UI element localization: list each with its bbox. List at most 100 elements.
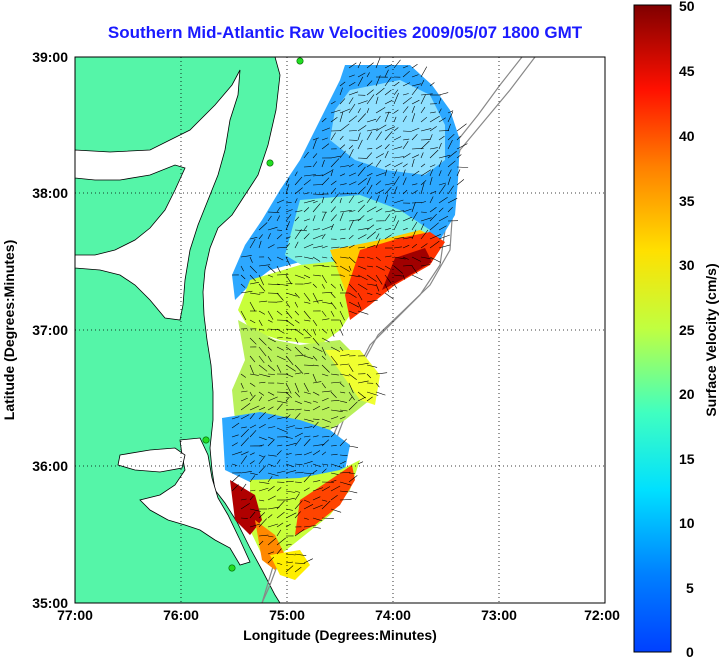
velocity-arrow [339, 183, 347, 186]
velocity-arrow [438, 225, 447, 231]
x-tick-labels: 77:00 76:00 75:00 74:00 73:00 72:00 [57, 607, 620, 623]
x-tick: 72:00 [584, 607, 620, 623]
velocity-arrow [285, 221, 290, 231]
velocity-arrow [447, 123, 451, 132]
velocity-arrow [267, 506, 280, 510]
velocity-arrow [411, 113, 416, 123]
velocity-arrow [312, 480, 321, 483]
velocity-arrow [240, 274, 246, 280]
velocity-arrow [294, 463, 303, 466]
velocity-arrow [294, 382, 300, 393]
velocity-arrow [267, 454, 277, 457]
velocity-arrow [294, 337, 299, 344]
velocity-arrow [411, 86, 419, 96]
velocity-arrow [294, 453, 302, 456]
velocity-arrow [240, 414, 250, 420]
velocity-arrow [384, 265, 391, 270]
velocity-arrow [330, 101, 336, 105]
velocity-arrow [330, 346, 341, 352]
velocity-arrow [375, 75, 381, 87]
velocity-arrow [330, 193, 339, 204]
velocity-arrow [303, 274, 311, 279]
colorbar-tick: 40 [679, 128, 695, 144]
velocity-arrow [384, 112, 392, 114]
velocity-arrow [384, 169, 388, 177]
velocity-arrow [267, 439, 275, 447]
velocity-arrow [330, 180, 337, 186]
velocity-arrow [339, 265, 350, 272]
velocity-arrow [321, 451, 327, 456]
velocity-arrow [249, 364, 254, 374]
colorbar-tick: 30 [679, 257, 695, 273]
velocity-arrow [276, 199, 285, 204]
velocity-arrow [258, 373, 271, 378]
velocity-arrow [357, 204, 366, 213]
velocity-arrow [438, 170, 442, 177]
velocity-arrow [348, 130, 357, 132]
velocity-arrow [357, 310, 369, 315]
velocity-arrow [249, 274, 256, 282]
velocity-arrow [357, 166, 366, 177]
velocity-arrow [438, 207, 444, 213]
colorbar-tick: 5 [686, 580, 694, 596]
velocity-arrow [438, 92, 449, 96]
velocity-arrow [339, 246, 348, 249]
velocity-arrow [276, 215, 281, 222]
velocity-arrow [312, 526, 321, 529]
velocity-arrow [357, 61, 362, 69]
velocity-arrow [330, 169, 334, 177]
velocity-arrow [231, 434, 239, 438]
velocity-arrow [294, 511, 301, 519]
velocity-arrow [393, 215, 397, 222]
velocity-arrow [438, 244, 451, 249]
velocity-arrow [348, 195, 355, 204]
velocity-arrow [357, 72, 366, 78]
velocity-arrow [240, 265, 244, 272]
velocity-arrow [339, 150, 346, 159]
velocity-arrow [312, 215, 316, 222]
velocity-arrow [420, 264, 431, 267]
x-tick: 76:00 [163, 607, 199, 623]
velocity-arrow [294, 490, 301, 493]
y-tick-labels: 39:00 38:00 37:00 36:00 35:00 [32, 49, 68, 611]
velocity-arrow [258, 454, 264, 458]
velocity-arrow [411, 211, 418, 222]
velocity-arrow [366, 292, 373, 295]
velocity-arrow [375, 172, 386, 177]
velocity-arrow [456, 143, 468, 150]
velocity-arrow [375, 265, 385, 271]
velocity-arrow [384, 150, 389, 159]
velocity-arrow [294, 310, 300, 316]
velocity-arrow [276, 234, 283, 240]
velocity-arrow [384, 274, 392, 284]
velocity-arrow [312, 435, 319, 438]
velocity-arrow [312, 137, 319, 141]
velocity-arrow [267, 436, 274, 440]
velocity-arrow [285, 283, 293, 285]
velocity-arrow [330, 223, 334, 231]
velocity-arrow [384, 126, 396, 132]
velocity-arrow [393, 199, 404, 204]
velocity-arrow [447, 176, 451, 186]
velocity-arrow [285, 202, 292, 204]
velocity-arrow [339, 301, 343, 308]
velocity-arrow [339, 108, 351, 114]
velocity-arrow [276, 283, 289, 286]
velocity-arrow [303, 292, 311, 302]
velocity-arrow [321, 439, 330, 447]
velocity-arrow [321, 382, 326, 389]
velocity-arrow [420, 140, 430, 150]
velocity-arrow [249, 237, 258, 240]
velocity-arrow [375, 382, 380, 388]
velocity-arrow [258, 512, 266, 519]
velocity-arrow [375, 372, 388, 375]
velocity-arrow [375, 96, 379, 105]
velocity-arrow [384, 234, 392, 240]
velocity-arrow [438, 117, 446, 123]
velocity-arrow [294, 171, 298, 177]
velocity-arrow [420, 229, 429, 240]
velocity-arrow [294, 566, 302, 573]
velocity-arrow [420, 79, 425, 87]
velocity-arrow [411, 243, 417, 249]
velocity-arrow [276, 416, 288, 420]
